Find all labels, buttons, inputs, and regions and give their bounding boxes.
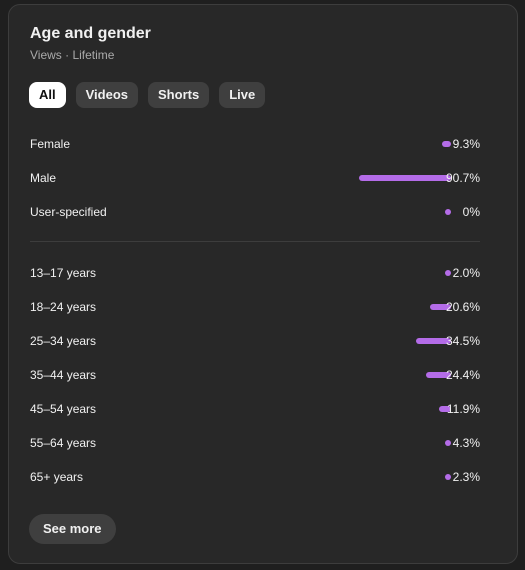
- age-value: 34.5%: [445, 334, 480, 348]
- gender-value: 90.7%: [445, 171, 480, 185]
- tab-live[interactable]: Live: [219, 82, 266, 108]
- gender-bar: [359, 175, 451, 181]
- gender-bar: [442, 141, 451, 147]
- tab-shorts[interactable]: Shorts: [148, 82, 210, 108]
- card-title: Age and gender: [30, 25, 151, 42]
- age-breakdown: 13–17 years 2.0% 18–24 years 20.6% 25–34 yea…: [30, 256, 480, 494]
- age-bar: [445, 440, 451, 446]
- card-subtitle: Views · Lifetime: [30, 48, 115, 62]
- tab-videos[interactable]: Videos: [75, 82, 139, 108]
- age-row: 25–34 years 34.5%: [30, 324, 480, 358]
- age-label: 35–44 years: [30, 368, 97, 382]
- gender-row: User-specified 0%: [30, 195, 480, 229]
- gender-bar: [445, 209, 451, 215]
- age-row: 18–24 years 20.6%: [30, 290, 480, 324]
- age-row: 13–17 years 2.0%: [30, 256, 480, 290]
- age-label: 55–64 years: [30, 436, 97, 450]
- age-label: 18–24 years: [30, 300, 97, 314]
- age-label: 13–17 years: [30, 266, 97, 280]
- gender-label: Male: [30, 171, 57, 185]
- see-more-button[interactable]: See more: [29, 514, 116, 544]
- age-row: 65+ years 2.3%: [30, 460, 480, 494]
- age-value: 4.3%: [452, 436, 480, 450]
- age-label: 65+ years: [30, 470, 84, 484]
- tab-all[interactable]: All: [29, 82, 66, 108]
- gender-value: 0%: [462, 205, 480, 219]
- age-value: 2.0%: [452, 266, 480, 280]
- age-gender-card: Age and gender Views · Lifetime All Vide…: [8, 4, 518, 564]
- gender-row: Female 9.3%: [30, 127, 480, 161]
- age-label: 25–34 years: [30, 334, 97, 348]
- age-row: 35–44 years 24.4%: [30, 358, 480, 392]
- age-value: 20.6%: [445, 300, 480, 314]
- age-bar: [445, 474, 451, 480]
- age-bar: [430, 304, 451, 310]
- gender-value: 9.3%: [452, 137, 480, 151]
- age-value: 24.4%: [445, 368, 480, 382]
- age-bar: [439, 406, 451, 412]
- gender-row: Male 90.7%: [30, 161, 480, 195]
- section-divider: [30, 241, 480, 242]
- age-bar: [445, 270, 451, 276]
- filter-tabs: All Videos Shorts Live: [29, 82, 266, 108]
- gender-label: User-specified: [30, 205, 107, 219]
- age-row: 45–54 years 11.9%: [30, 392, 480, 426]
- gender-label: Female: [30, 137, 71, 151]
- gender-breakdown: Female 9.3% Male 90.7% User-specified 0%: [30, 127, 480, 229]
- age-label: 45–54 years: [30, 402, 97, 416]
- age-bar: [426, 372, 451, 378]
- age-bar: [416, 338, 451, 344]
- age-value: 11.9%: [446, 402, 480, 416]
- age-value: 2.3%: [452, 470, 480, 484]
- age-row: 55–64 years 4.3%: [30, 426, 480, 460]
